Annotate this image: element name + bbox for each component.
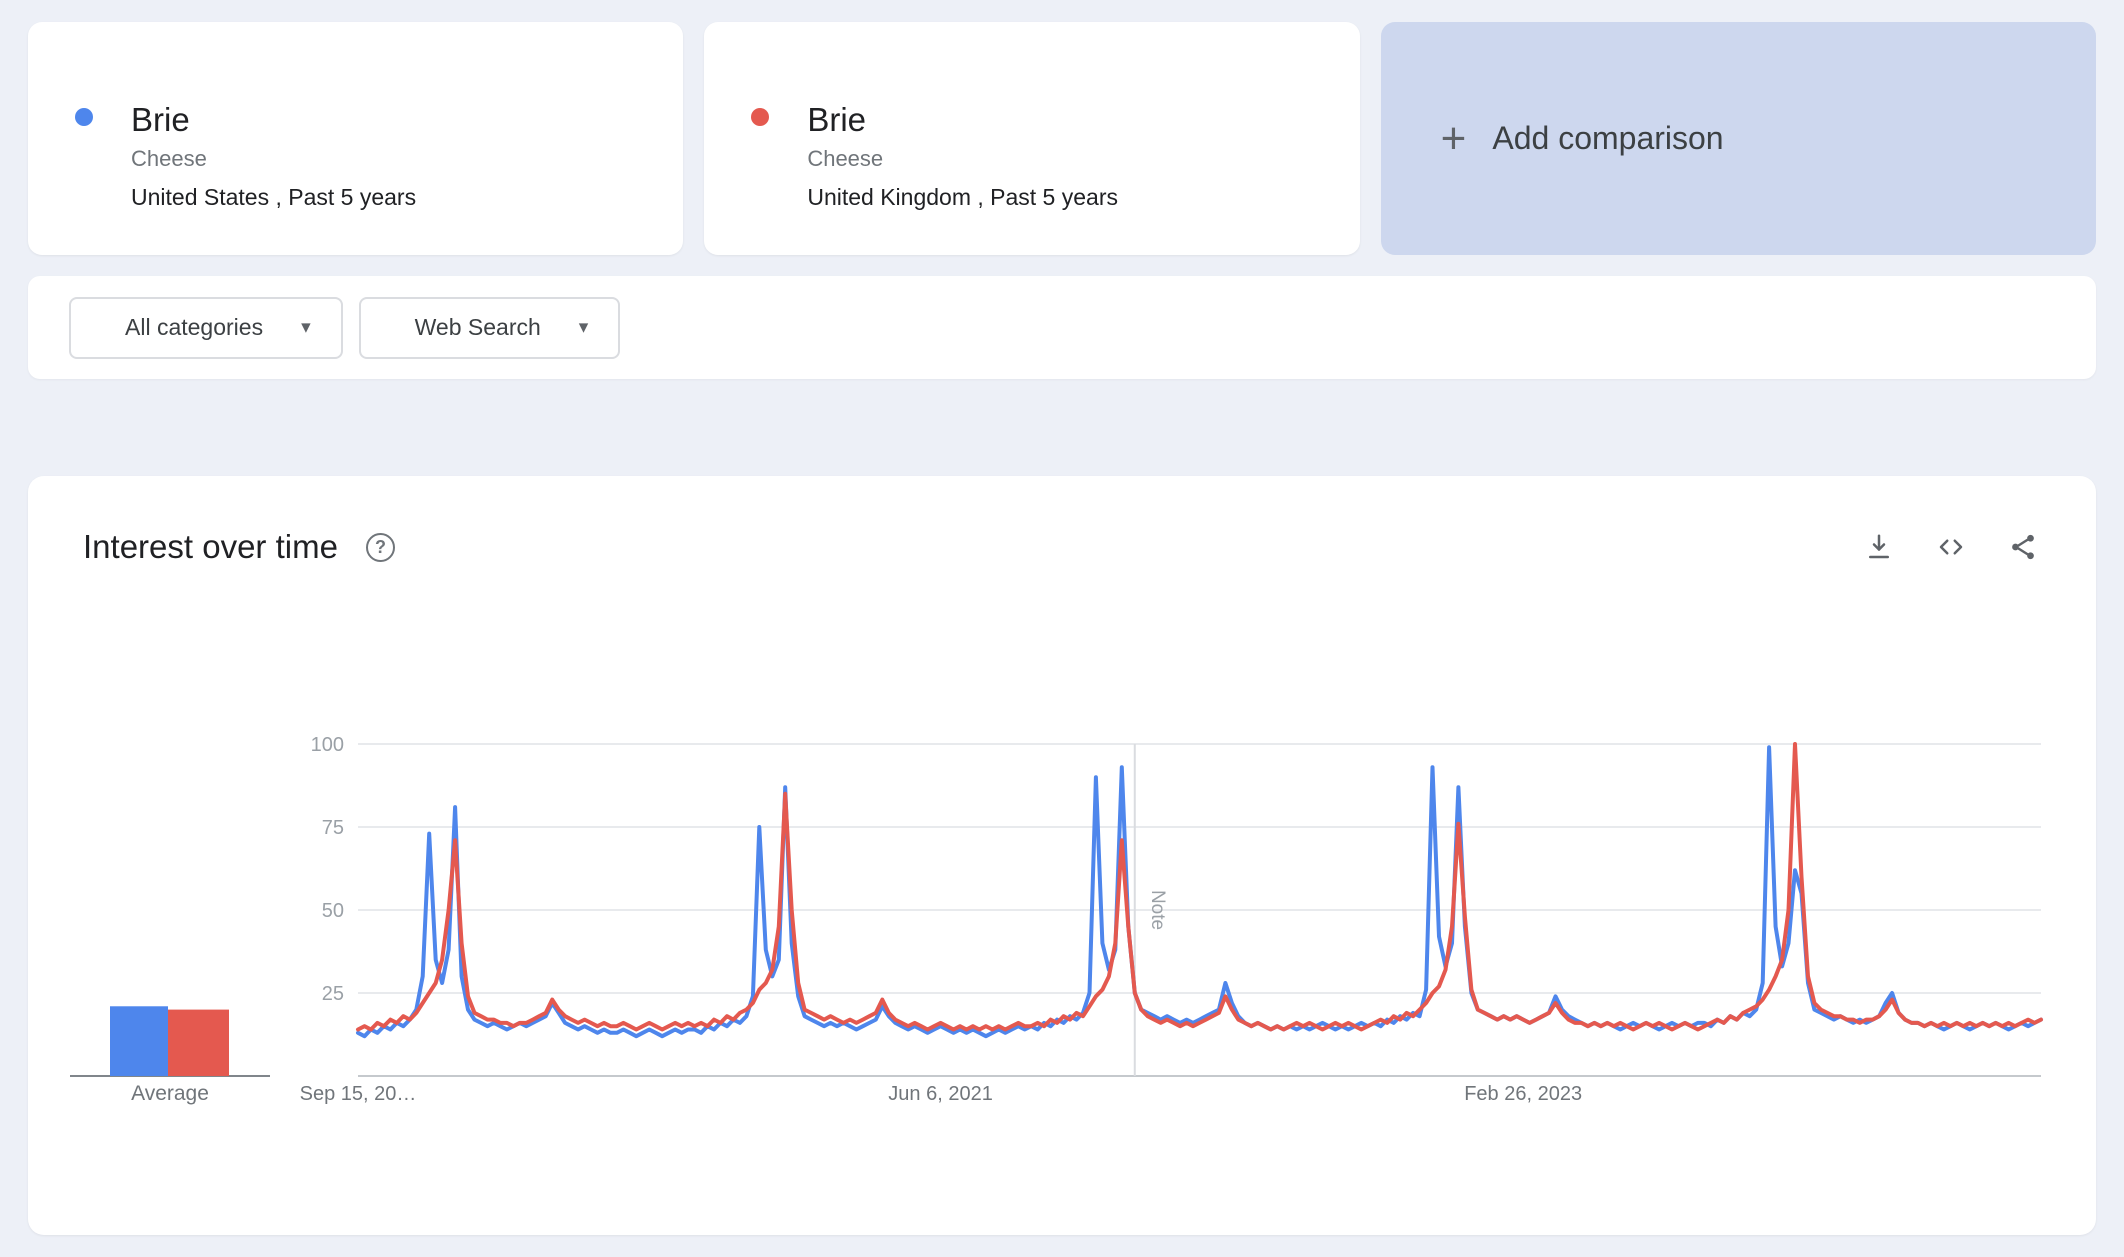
chart-actions — [1864, 532, 2038, 562]
add-comparison-label: Add comparison — [1492, 120, 1724, 156]
download-icon[interactable] — [1864, 532, 1894, 562]
interest-over-time-card: Interest over time ? — [28, 476, 2096, 1235]
svg-text:Average: Average — [131, 1082, 209, 1105]
term-type: Cheese — [131, 146, 207, 171]
search-type-filter-label: Web Search — [414, 314, 541, 340]
svg-text:Jun 6, 2021: Jun 6, 2021 — [888, 1083, 993, 1105]
category-filter-label: All categories — [125, 314, 264, 340]
chevron-down-icon: ▾ — [578, 317, 589, 338]
term-name: Brie — [131, 101, 190, 138]
plus-icon: + — [1440, 113, 1467, 163]
search-type-filter-dropdown[interactable]: Web Search ▾ — [358, 296, 621, 359]
svg-text:Feb 26, 2023: Feb 26, 2023 — [1464, 1083, 1582, 1105]
comparison-card-united-states[interactable]: Brie Cheese United States , Past 5 years — [28, 22, 684, 255]
term-scope: United Kingdom , Past 5 years — [807, 184, 1118, 210]
comparison-row: Brie Cheese United States , Past 5 years… — [28, 22, 2096, 255]
svg-text:75: 75 — [322, 817, 344, 839]
svg-text:Sep 15, 20…: Sep 15, 20… — [300, 1083, 417, 1105]
chevron-down-icon: ▾ — [301, 317, 311, 338]
chart-title-wrap: Interest over time ? — [83, 528, 395, 566]
embed-code-icon[interactable] — [1936, 532, 1966, 562]
term-info: Brie Cheese United States , Past 5 years — [28, 22, 683, 211]
svg-text:Note: Note — [1147, 890, 1168, 930]
term-info: Brie Cheese United Kingdom , Past 5 year… — [704, 22, 1359, 211]
add-comparison-button[interactable]: + Add comparison — [1380, 22, 2096, 255]
filter-bar: All categories ▾ Web Search ▾ — [28, 276, 2096, 379]
svg-text:50: 50 — [322, 900, 344, 922]
term-type: Cheese — [807, 146, 884, 171]
help-icon[interactable]: ? — [365, 532, 395, 562]
series-dot-red — [751, 108, 770, 126]
series-dot-blue — [75, 108, 93, 126]
svg-text:25: 25 — [322, 983, 344, 1005]
term-name: Brie — [807, 101, 867, 138]
comparison-card-united-kingdom[interactable]: Brie Cheese United Kingdom , Past 5 year… — [704, 22, 1360, 255]
chart-card-header: Interest over time ? — [83, 528, 2038, 566]
share-icon[interactable] — [2008, 532, 2038, 562]
interest-over-time-chart[interactable]: 25 50 75 100 Note Sep 15, 20… Jun 6, 2021 Feb 2… — [28, 476, 2096, 1235]
chart-title: Interest over time — [83, 528, 338, 565]
category-filter-dropdown[interactable]: All categories ▾ — [69, 296, 343, 359]
svg-text:100: 100 — [311, 734, 344, 756]
term-scope: United States , Past 5 years — [131, 184, 417, 210]
